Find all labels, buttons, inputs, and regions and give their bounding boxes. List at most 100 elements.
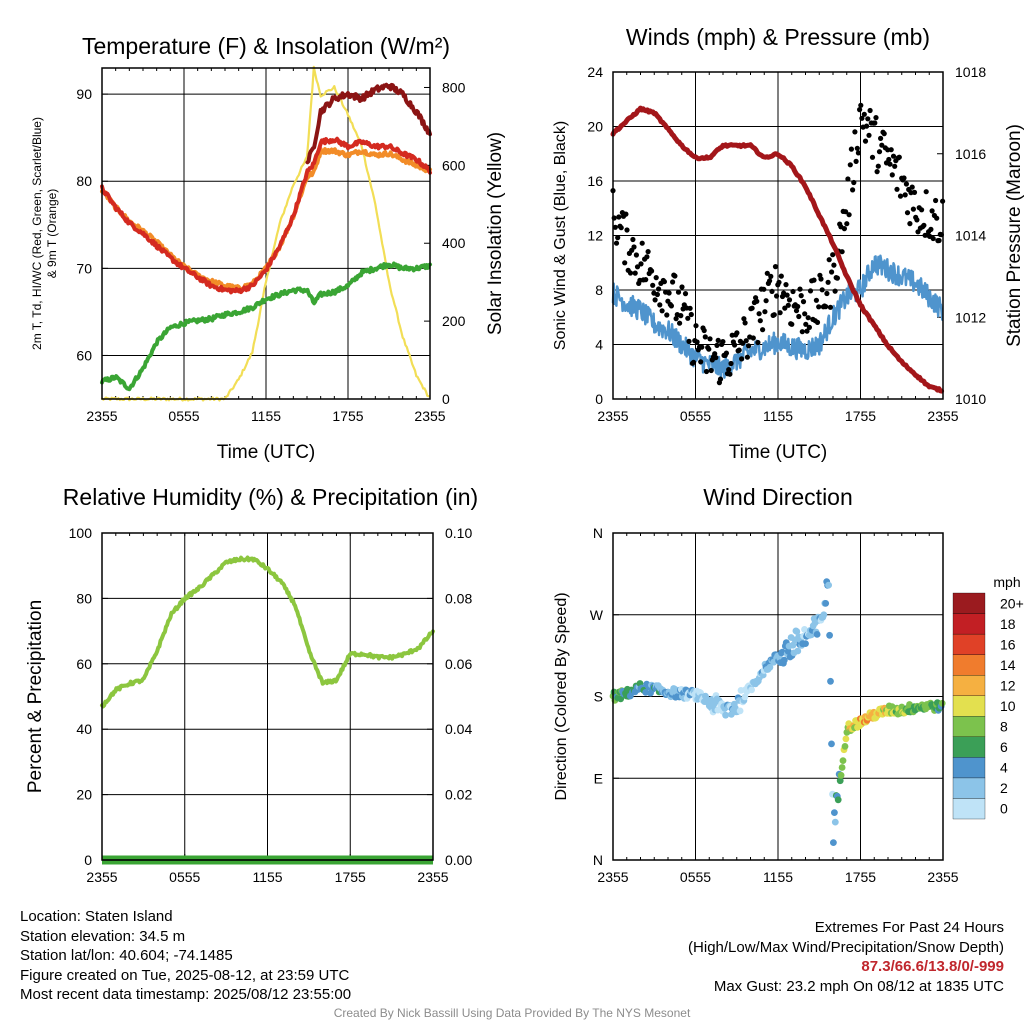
gust-point <box>902 192 908 198</box>
ytick-right-label-rh: 0.00 <box>445 852 472 868</box>
colorbar-label: 12 <box>1000 678 1016 694</box>
yaxis-label-temp-line2: & 9m T (Orange) <box>45 189 59 279</box>
direction-point <box>838 764 846 771</box>
xtick-label-dir: 2355 <box>597 869 628 885</box>
data-timestamp: Most recent data timestamp: 2025/08/12 2… <box>20 986 352 1003</box>
gust-point <box>698 359 704 365</box>
ytick-right-label-wind: 1014 <box>955 228 986 244</box>
ytick-label-rh: 100 <box>69 525 93 541</box>
gust-point <box>853 158 859 164</box>
xtick-label-temp: 1155 <box>251 408 281 424</box>
gust-point <box>717 376 724 382</box>
gust-point <box>823 304 829 310</box>
gust-point <box>769 288 775 294</box>
gust-point <box>803 321 809 327</box>
gust-point <box>688 311 694 318</box>
colorbar-label: 8 <box>1000 719 1008 735</box>
xtick-label-wind: 2355 <box>597 408 628 424</box>
ytick-label-dir: W <box>590 607 604 623</box>
gust-point <box>869 154 876 160</box>
gust-point <box>685 315 691 321</box>
gust-point <box>638 261 644 267</box>
series-line-pressure <box>610 105 945 394</box>
gust-point <box>732 342 738 348</box>
gust-point <box>666 290 672 296</box>
ytick-label-dir: S <box>594 689 603 705</box>
ytick-label-wind: 24 <box>587 64 603 80</box>
gust-point <box>673 316 679 322</box>
gust-point <box>664 312 670 318</box>
colorbar-swatch <box>952 777 986 799</box>
gust-point <box>797 286 803 292</box>
gust-point <box>802 311 808 317</box>
ytick-right-label-rh: 0.08 <box>445 590 472 606</box>
gust-point <box>703 368 710 375</box>
gust-point <box>616 214 622 220</box>
colorbar-swatch <box>952 695 986 717</box>
direction-point <box>831 809 838 816</box>
gust-point <box>774 293 780 299</box>
gust-point <box>657 302 663 308</box>
gust-point <box>831 262 837 268</box>
station-info: Location: Staten Island Station elevatio… <box>20 907 351 1005</box>
gust-point <box>713 355 719 361</box>
gust-point <box>894 186 900 192</box>
direction-point <box>802 640 809 647</box>
gust-point <box>612 224 618 230</box>
xtick-label-dir: 1155 <box>763 869 793 885</box>
gust-point <box>799 329 805 335</box>
ytick-right-label-temp: 800 <box>442 79 466 95</box>
direction-point <box>841 743 849 750</box>
gust-point <box>639 240 645 246</box>
gust-point <box>936 237 942 244</box>
gust-point <box>785 302 791 308</box>
gust-point <box>682 291 689 297</box>
gust-point <box>876 149 883 155</box>
gust-point <box>872 120 878 126</box>
gust-point <box>739 356 745 362</box>
colorbar-swatch <box>952 654 986 676</box>
gust-point <box>888 147 894 153</box>
gust-point <box>845 176 851 182</box>
series-line-rh <box>100 555 435 709</box>
gust-point <box>915 229 921 235</box>
ytick-label-wind: 4 <box>595 337 603 353</box>
xtick-label-rh: 1755 <box>335 869 366 885</box>
ytick-right-label-wind: 1010 <box>955 391 986 407</box>
gust-point <box>650 282 656 288</box>
gust-point <box>677 320 683 326</box>
gust-point <box>843 209 849 215</box>
gust-point <box>762 309 768 315</box>
gust-point <box>691 359 697 365</box>
xtick-label-wind: 1155 <box>763 408 793 424</box>
gust-point <box>901 175 907 181</box>
gust-point <box>910 206 917 212</box>
xtick-label-wind: 0555 <box>680 408 711 424</box>
gust-point <box>624 227 630 233</box>
gust-point <box>622 260 628 266</box>
gust-point <box>757 318 763 324</box>
gust-point <box>855 150 862 156</box>
yaxis-label-rh: Percent & Precipitation <box>25 600 46 793</box>
gust-point <box>768 273 774 279</box>
gust-point <box>630 236 636 243</box>
gust-point <box>830 252 836 258</box>
gust-point <box>795 303 801 310</box>
xaxis-label-wind: Time (UTC) <box>729 442 828 463</box>
gust-point <box>854 145 860 151</box>
gust-point <box>930 235 936 242</box>
yaxis-label-temp-line1: 2m T, Td, HI/WC (Red, Green, Scarlet/Blu… <box>30 117 44 350</box>
gust-point <box>806 324 813 330</box>
gust-point <box>776 279 782 285</box>
gust-point <box>859 115 865 121</box>
gust-point <box>928 226 934 232</box>
gust-point <box>889 172 895 178</box>
ytick-label-wind: 20 <box>587 119 603 135</box>
gust-point <box>897 193 904 199</box>
ytick-right-label-temp: 0 <box>442 391 450 407</box>
station-latlon: Station lat/lon: 40.604; -74.1485 <box>20 947 233 964</box>
ytick-label-rh: 0 <box>84 852 92 868</box>
gust-point <box>623 211 629 217</box>
max-gust: Max Gust: 23.2 mph On 08/12 at 1835 UTC <box>713 977 1004 995</box>
gust-point <box>819 287 825 293</box>
